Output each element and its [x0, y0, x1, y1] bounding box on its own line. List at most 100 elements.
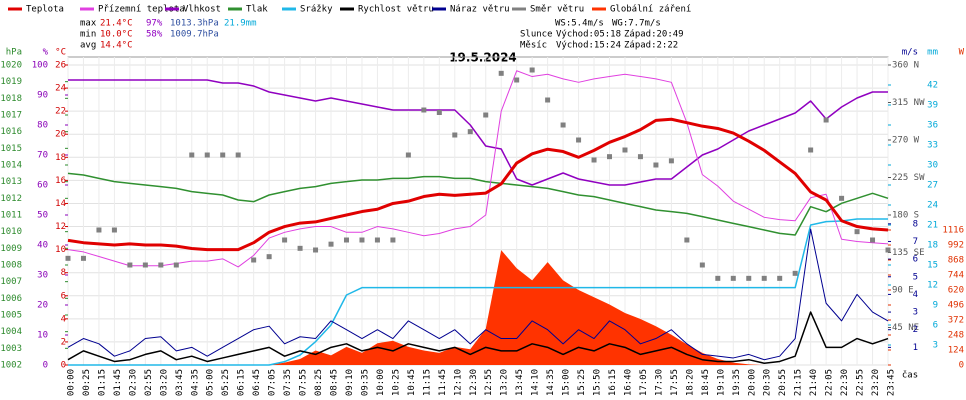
y-tick-label: 0	[43, 361, 48, 371]
x-tick-label: 08:25	[314, 369, 324, 396]
x-tick-label: 09:35	[360, 369, 370, 396]
direction-point	[885, 247, 891, 253]
direction-point	[96, 227, 102, 233]
y-tick-label: 80	[37, 121, 48, 131]
direction-point	[282, 237, 288, 243]
line	[67, 70, 889, 268]
direction-point	[158, 262, 164, 268]
direction-point	[80, 255, 86, 261]
direction-point	[111, 227, 117, 233]
y-tick-label: 1017	[0, 111, 22, 121]
direction-point	[436, 110, 442, 115]
stat-moon: Měsíc	[520, 41, 547, 51]
stat-max: 1013.3hPa	[170, 19, 219, 29]
x-tick-label: 20:30	[763, 369, 773, 396]
direction-point	[792, 270, 798, 276]
y-tick-label: 50	[37, 211, 48, 221]
y-tick-label: 30	[927, 161, 938, 171]
y-tick-label: 620	[948, 286, 964, 296]
y-tick-label: 6	[933, 321, 938, 331]
y-tick-label: 1008	[0, 261, 22, 271]
direction-point	[235, 152, 241, 158]
y-tick-label: 16	[55, 176, 66, 186]
legend-label: Rychlost větru	[358, 5, 434, 15]
y-tick-label: 39	[927, 101, 938, 111]
y-tick-label: 18	[55, 153, 66, 163]
stat-wind: WG:7.7m/s	[612, 19, 661, 29]
y-tick-label: 248	[948, 331, 964, 341]
y-tick-label: 1012	[0, 194, 22, 204]
x-tick-label: 10:25	[391, 369, 401, 396]
direction-point	[668, 158, 674, 164]
stat-sun: Slunce	[520, 30, 553, 40]
y-tick-label: 270 W	[892, 136, 920, 146]
axis-unit: hPa	[6, 48, 22, 58]
y-tick-label: 1020	[0, 61, 22, 71]
y-tick-label: 27	[927, 181, 938, 191]
x-tick-label: 07:35	[283, 369, 293, 396]
x-tick-label: 07:05	[268, 369, 278, 396]
direction-point	[204, 152, 210, 158]
y-tick-label: 12	[927, 281, 938, 291]
direction-point	[761, 275, 767, 281]
legend-label: Přízemní teplota	[98, 5, 185, 15]
y-tick-label: 4	[913, 290, 918, 300]
direction-point	[359, 237, 365, 243]
direction-point	[560, 122, 566, 128]
direction-point	[808, 147, 814, 153]
y-tick-label: 4	[61, 314, 66, 324]
direction-point	[405, 152, 411, 158]
y-tick-label: 42	[927, 81, 938, 91]
x-tick-label: 22:30	[840, 369, 850, 396]
direction-point	[189, 152, 195, 158]
y-tick-label: 14	[55, 199, 66, 209]
y-tick-label: 21	[927, 221, 938, 231]
direction-point	[467, 129, 473, 135]
stat-avg: 14.4°C	[100, 41, 133, 51]
direction-point	[622, 147, 628, 153]
y-tick-label: 0	[61, 361, 66, 371]
direction-point	[854, 229, 860, 235]
y-tick-label: 18	[927, 241, 938, 251]
x-tick-label: 20:00	[747, 369, 757, 396]
x-tick-label: 22:05	[825, 369, 835, 396]
x-tick-label: 15:25	[577, 369, 587, 396]
x-tick-label: 00:00	[67, 369, 77, 396]
x-tick-label: 05:25	[221, 369, 231, 396]
y-tick-label: 12	[55, 222, 66, 232]
y-tick-label: 60	[37, 181, 48, 191]
y-tick-label: 8	[61, 268, 66, 278]
direction-point	[343, 237, 349, 243]
x-axis-title: čas	[902, 370, 918, 381]
direction-point	[483, 112, 489, 118]
x-tick-label: 03:45	[175, 369, 185, 396]
y-tick-label: 180 S	[892, 211, 919, 221]
y-tick-label: 1009	[0, 244, 22, 254]
y-tick-label: 372	[948, 316, 964, 326]
y-tick-label: 33	[927, 141, 938, 151]
y-tick-label: 1116	[942, 226, 964, 236]
x-tick-label: 18:45	[701, 369, 711, 396]
y-tick-label: 1019	[0, 77, 22, 87]
y-tick-label: 360 N	[892, 61, 919, 71]
y-tick-label: 1004	[0, 327, 22, 337]
stat-sun: Východ:05:18	[556, 30, 621, 40]
y-tick-label: 24	[927, 201, 938, 211]
x-tick-label: 06:45	[252, 369, 262, 396]
y-tick-label: 1007	[0, 277, 22, 287]
direction-point	[220, 152, 226, 158]
direction-point	[514, 77, 520, 83]
y-tick-label: 20	[37, 301, 48, 311]
y-tick-label: 5	[913, 272, 918, 282]
direction-point	[498, 70, 504, 76]
x-tick-label: 17:30	[654, 369, 664, 396]
x-tick-label: 17:55	[670, 369, 680, 396]
y-tick-label: 1005	[0, 311, 22, 321]
x-tick-label: 08:45	[330, 369, 340, 396]
x-tick-label: 01:45	[113, 369, 123, 396]
stat-wind: WS:5.4m/s	[555, 19, 604, 29]
x-tick-label: 11:15	[422, 369, 432, 396]
y-tick-label: 135 SE	[892, 248, 925, 258]
direction-point	[684, 237, 690, 243]
